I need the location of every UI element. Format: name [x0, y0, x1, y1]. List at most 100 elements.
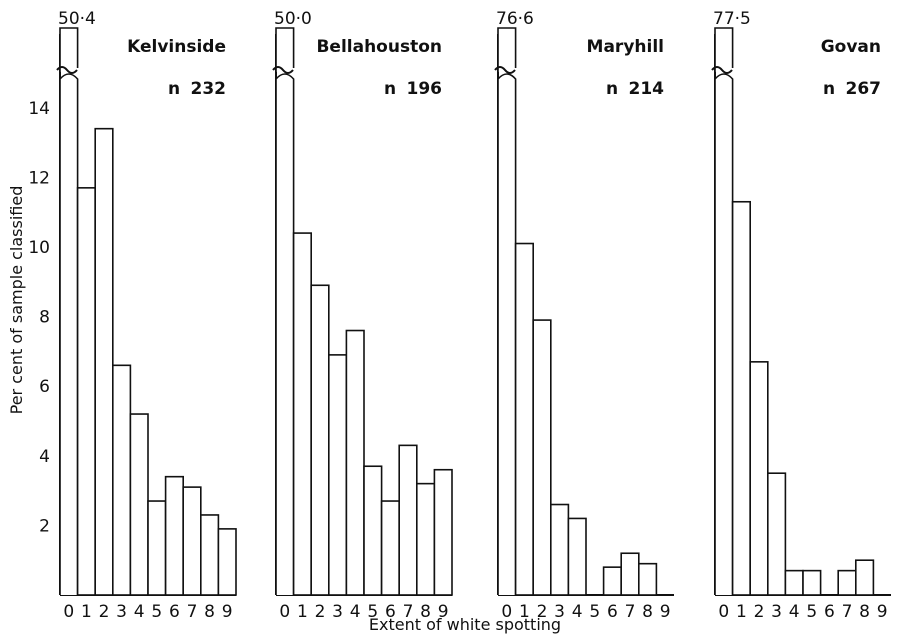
axis-break-mark: [711, 66, 733, 74]
bar: [784, 569, 804, 596]
bar-stub: [59, 27, 79, 72]
x-tick-label: 8: [859, 602, 870, 622]
x-tick-label: 0: [501, 602, 512, 622]
sample-size-value: 232: [191, 79, 227, 99]
x-tick-label: 2: [99, 602, 110, 622]
x-tick-label: 4: [789, 602, 800, 622]
sample-size-label: n: [823, 79, 835, 99]
bar-value-label: 77·5: [713, 9, 751, 29]
axis-break-mark: [56, 66, 78, 74]
x-axis-label: Extent of white spotting: [369, 615, 561, 634]
panel-title: Maryhill: [587, 37, 664, 57]
bar: [854, 559, 875, 596]
x-tick-label: 2: [315, 602, 326, 622]
bar: [76, 187, 96, 596]
x-tick-label: 5: [589, 602, 600, 622]
bar: [217, 528, 237, 596]
x-tick-label: 1: [736, 602, 747, 622]
sample-size-label: n: [606, 79, 618, 99]
x-tick-label: 4: [350, 602, 361, 622]
bar-stub: [275, 27, 295, 72]
axis-break-mark: [494, 66, 516, 74]
bar: [749, 361, 769, 596]
x-tick-label: 9: [877, 602, 888, 622]
x-tick-label: 7: [842, 602, 853, 622]
x-tick-label: 3: [116, 602, 127, 622]
x-tick-label: 6: [385, 602, 396, 622]
bar: [182, 486, 202, 596]
x-tick-label: 7: [403, 602, 414, 622]
x-tick-label: 8: [420, 602, 431, 622]
x-tick-label: 6: [169, 602, 180, 622]
bar-value-label: 76·6: [496, 9, 534, 29]
bar: [714, 73, 734, 595]
bar: [200, 514, 220, 596]
x-tick-label: 4: [572, 602, 583, 622]
bar: [363, 465, 383, 596]
sample-size-value: 267: [846, 79, 882, 99]
y-axis-label: Per cent of sample classified: [7, 186, 26, 415]
x-tick-label: 2: [754, 602, 765, 622]
x-tick-label: 7: [625, 602, 636, 622]
x-tick-label: 6: [607, 602, 618, 622]
bar: [292, 232, 313, 596]
bar-value-label: 50·0: [274, 9, 312, 29]
bar: [602, 566, 622, 596]
bar: [94, 127, 114, 596]
bar: [497, 73, 517, 595]
bar-value-label: 50·4: [58, 9, 96, 29]
x-tick-label: 1: [519, 602, 530, 622]
bar: [415, 482, 436, 596]
panel-govan: 77·5 0 1 2 3 4 5 6 7 8 9 Govan n 267: [711, 9, 891, 622]
x-tick-label: 3: [771, 602, 782, 622]
bar: [532, 319, 552, 596]
bar: [129, 413, 149, 596]
x-tick-label: 7: [187, 602, 198, 622]
y-tick-label: 14: [28, 99, 50, 119]
bar-stub: [497, 27, 517, 72]
panel-title: Kelvinside: [127, 37, 226, 57]
x-tick-label: 0: [63, 602, 74, 622]
x-tick-label: 3: [554, 602, 565, 622]
x-tick-label: 1: [297, 602, 308, 622]
sample-size-label: n: [168, 79, 180, 99]
x-tick-label: 6: [824, 602, 835, 622]
bar: [345, 329, 365, 596]
x-tick-label: 9: [222, 602, 233, 622]
x-tick-label: 4: [134, 602, 145, 622]
sample-size-label: n: [384, 79, 396, 99]
bar: [433, 468, 453, 596]
panel-title: Bellahouston: [316, 37, 442, 57]
x-tick-label: 9: [438, 602, 449, 622]
bar: [380, 500, 401, 596]
bar: [59, 73, 79, 595]
y-axis-ticks: 2 4 6 8 10 12 14: [28, 99, 50, 537]
panel-bellahouston: 50·0 0 1 2 3 4 5 6 7 8 9 Bellahouston n 196: [272, 9, 453, 622]
bar-stub: [714, 27, 734, 72]
bar: [164, 475, 185, 596]
bar: [549, 503, 570, 596]
bar: [147, 500, 167, 596]
x-tick-label: 0: [279, 602, 290, 622]
y-tick-label: 12: [28, 168, 50, 188]
x-tick-label: 5: [367, 602, 378, 622]
bar: [731, 200, 751, 596]
x-tick-label: 5: [806, 602, 817, 622]
y-tick-label: 4: [39, 447, 50, 467]
y-tick-label: 6: [39, 377, 50, 397]
bar: [398, 444, 418, 596]
axis-break-mark: [272, 66, 294, 74]
sample-size-value: 196: [407, 79, 443, 99]
y-tick-label: 10: [28, 238, 50, 258]
x-tick-label: 1: [81, 602, 92, 622]
bar: [112, 364, 132, 596]
bar: [310, 284, 330, 596]
bar: [620, 552, 640, 596]
bar: [275, 73, 295, 595]
bar: [327, 354, 348, 596]
bar: [802, 569, 822, 596]
bar: [514, 242, 534, 596]
y-tick-label: 2: [39, 516, 50, 536]
panel-kelvinside: 50·4 0 1 2 3 4 5 6 7 8 9 Kelvinside n 232: [56, 9, 237, 622]
